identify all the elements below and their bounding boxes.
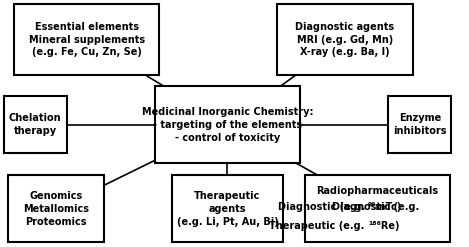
Text: Diagnostic (e.g.: Diagnostic (e.g.: [278, 203, 368, 212]
Text: Essential elements
Mineral supplements
(e.g. Fe, Cu, Zn, Se): Essential elements Mineral supplements (…: [29, 22, 145, 57]
FancyBboxPatch shape: [305, 175, 450, 242]
FancyBboxPatch shape: [3, 96, 67, 153]
Text: Enzyme
inhibitors: Enzyme inhibitors: [393, 113, 446, 136]
FancyBboxPatch shape: [388, 96, 451, 153]
Text: ¹⁸⁶Re): ¹⁸⁶Re): [368, 221, 400, 231]
FancyBboxPatch shape: [155, 86, 300, 163]
Text: Radiopharmaceuticals: Radiopharmaceuticals: [317, 186, 439, 196]
FancyBboxPatch shape: [172, 175, 282, 242]
Text: Diagnostic agents
MRI (e.g. Gd, Mn)
X-ray (e.g. Ba, I): Diagnostic agents MRI (e.g. Gd, Mn) X-ra…: [295, 22, 394, 57]
FancyBboxPatch shape: [14, 4, 159, 75]
FancyBboxPatch shape: [277, 4, 413, 75]
Text: Medicinal Inorganic Chemistry:
- targeting of the elements
- control of toxicity: Medicinal Inorganic Chemistry: - targeti…: [142, 107, 313, 143]
Text: Diagnostic (e.g.: Diagnostic (e.g.: [332, 203, 423, 212]
Text: Genomics
Metallomics
Proteomics: Genomics Metallomics Proteomics: [23, 191, 89, 226]
Text: ⁹⁹mTc): ⁹⁹mTc): [368, 203, 402, 212]
Text: Chelation
therapy: Chelation therapy: [9, 113, 61, 136]
Text: Therapeutic (e.g.: Therapeutic (e.g.: [269, 221, 368, 231]
FancyBboxPatch shape: [8, 175, 104, 242]
Text: Therapeutic
agents
(e.g. Li, Pt, Au, Bi): Therapeutic agents (e.g. Li, Pt, Au, Bi): [177, 191, 278, 226]
